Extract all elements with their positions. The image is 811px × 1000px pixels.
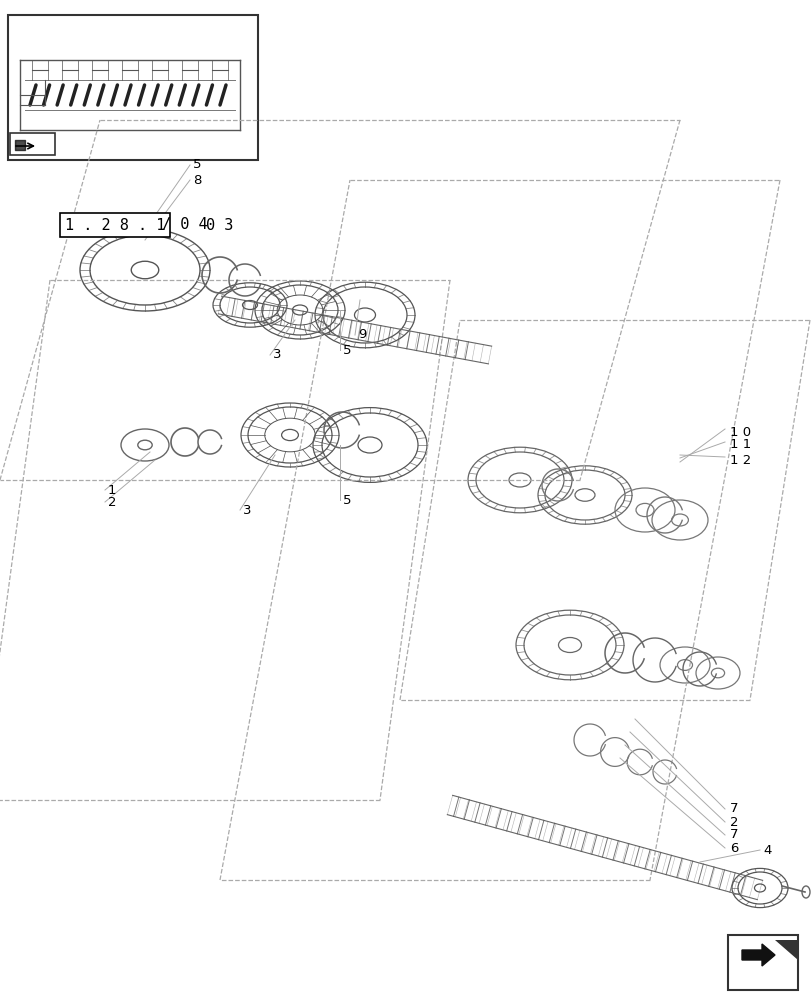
Text: 1 . 2 8 . 1: 1 . 2 8 . 1 <box>65 218 165 232</box>
Text: 8: 8 <box>193 174 201 186</box>
Text: 5: 5 <box>193 158 201 172</box>
Bar <box>10 133 55 155</box>
Polygon shape <box>741 944 774 966</box>
Text: 2: 2 <box>729 816 737 828</box>
Text: 7: 7 <box>729 802 737 816</box>
Text: 1 1: 1 1 <box>729 438 750 452</box>
Text: 5: 5 <box>342 344 351 357</box>
Text: 2: 2 <box>108 495 116 508</box>
Text: 7: 7 <box>729 828 737 842</box>
Text: 5: 5 <box>342 493 351 506</box>
Text: 1 2: 1 2 <box>729 454 750 466</box>
Text: 4: 4 <box>762 844 770 856</box>
Text: 9: 9 <box>358 328 366 342</box>
Text: 3: 3 <box>272 349 281 361</box>
Polygon shape <box>739 940 784 980</box>
Polygon shape <box>15 135 35 152</box>
Text: 1 0: 1 0 <box>729 426 750 438</box>
Text: 3: 3 <box>242 504 251 516</box>
Bar <box>8 15 258 160</box>
Text: 1: 1 <box>108 484 116 496</box>
Text: / 0 4: / 0 4 <box>162 218 208 232</box>
Text: 0 3: 0 3 <box>206 218 234 232</box>
Polygon shape <box>774 940 797 960</box>
Bar <box>727 935 797 990</box>
Text: 6: 6 <box>729 842 737 854</box>
